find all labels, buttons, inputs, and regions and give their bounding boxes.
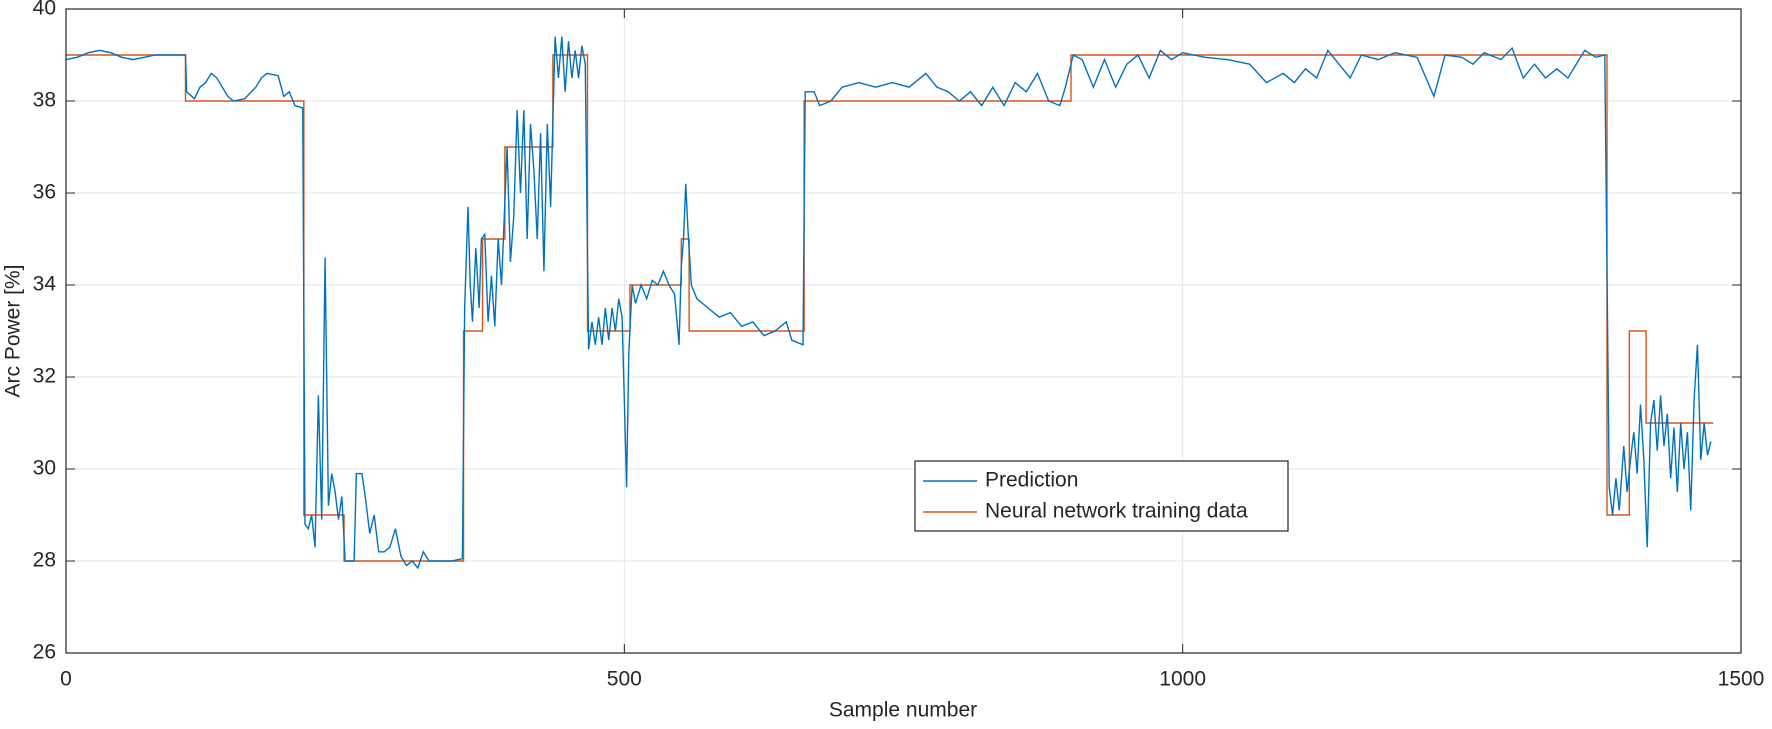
legend-box (914, 460, 1289, 532)
y-tick-label: 32 (33, 365, 56, 388)
y-tick-label: 38 (33, 89, 56, 112)
y-tick-label: 36 (33, 181, 56, 204)
y-tick-label: 26 (33, 641, 56, 664)
x-tick-label: 1500 (1718, 668, 1765, 691)
y-tick-label: 40 (33, 0, 56, 20)
legend-label: Neural network training data (985, 500, 1248, 523)
x-tick-label: 500 (607, 668, 642, 691)
y-axis-label: Arc Power [%] (2, 264, 25, 397)
data-line (65, 36, 1712, 570)
y-tick-label: 28 (33, 549, 56, 572)
x-tick-label: 0 (60, 668, 72, 691)
x-axis-label: Sample number (829, 699, 977, 722)
plot-frame (65, 8, 1742, 654)
legend-label: Prediction (985, 469, 1078, 492)
y-tick-label: 34 (33, 273, 57, 296)
x-tick-label: 1000 (1159, 668, 1206, 691)
data-line (66, 54, 1714, 562)
y-tick-label: 30 (33, 457, 56, 480)
legend: Prediction Neural network training data (914, 460, 1289, 532)
